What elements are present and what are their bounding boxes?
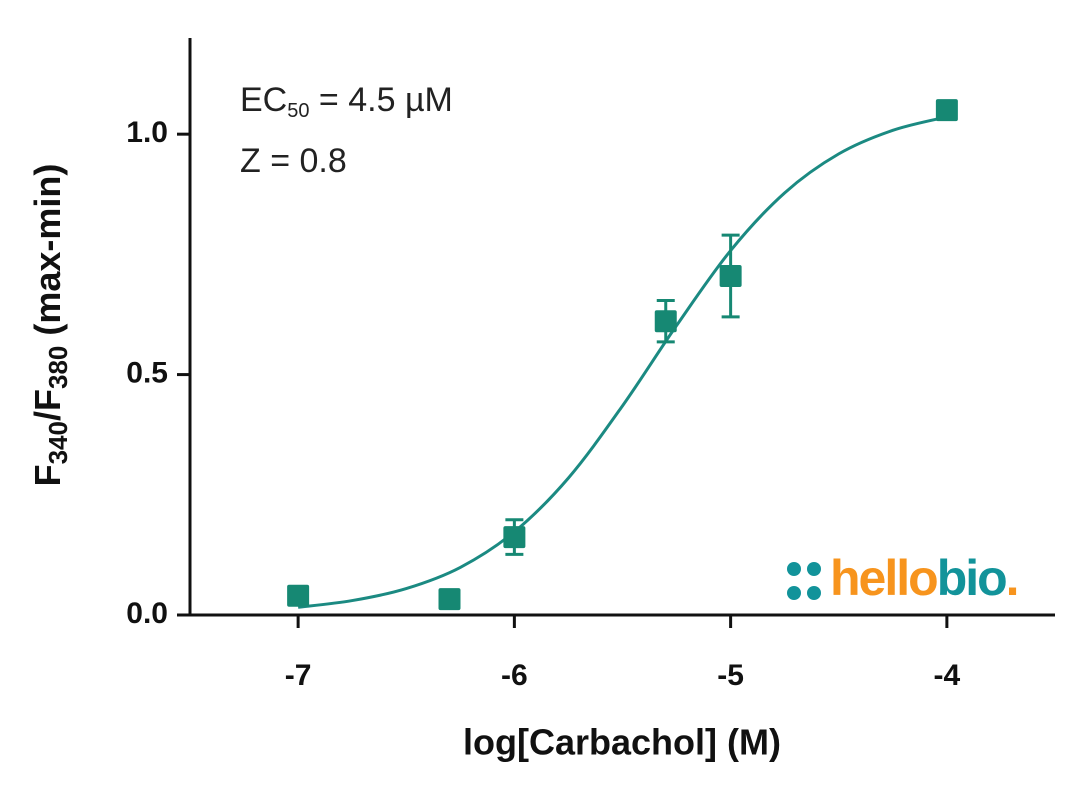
logo: hellobio. — [830, 550, 1018, 606]
x-tick-label: -5 — [717, 659, 744, 692]
data-point — [935, 99, 958, 122]
annotation: EC50 = 4.5 µM — [240, 81, 453, 122]
annotation-sub: 50 — [287, 100, 309, 122]
data-point — [719, 265, 742, 288]
data-point — [438, 588, 461, 611]
y-tick-label: 1.0 — [126, 116, 168, 149]
logo-dots — [787, 562, 821, 600]
y-tick-label: 0.0 — [126, 597, 168, 630]
y-label-part: F — [27, 464, 68, 486]
y-label-part: /F — [27, 389, 68, 421]
y-label-sub: 380 — [43, 346, 73, 389]
data-point — [654, 310, 677, 333]
annotation-text: EC — [240, 81, 287, 119]
data-point — [287, 584, 310, 607]
x-tick-label: -4 — [934, 659, 961, 692]
logo-part: . — [1006, 550, 1018, 606]
y-tick-label: 0.5 — [126, 357, 168, 390]
fit-curve — [297, 115, 948, 609]
y-label-part: (max-min) — [27, 164, 68, 346]
y-axis-label: F340/F380 (max-min) — [27, 164, 73, 487]
x-tick-label: -7 — [285, 659, 312, 692]
logo-part: bio — [937, 550, 1006, 606]
logo-part: hello — [830, 550, 937, 606]
annotation: Z = 0.8 — [240, 142, 347, 180]
y-label-sub: 340 — [43, 421, 73, 464]
data-point — [503, 526, 526, 549]
x-tick-label: -6 — [501, 659, 528, 692]
x-axis-label: log[Carbachol] (M) — [463, 722, 781, 763]
annotation-text: = 4.5 µM — [309, 81, 452, 119]
